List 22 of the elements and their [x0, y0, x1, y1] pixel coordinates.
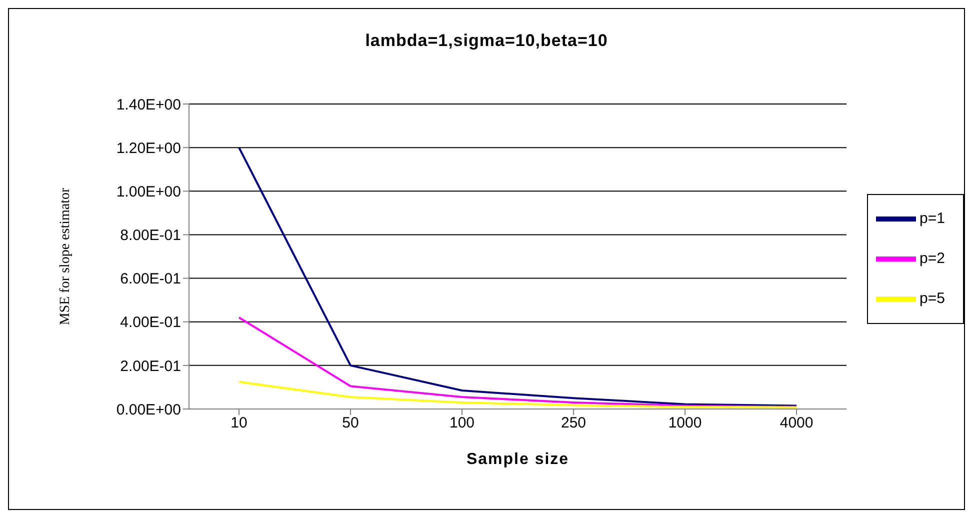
line-series	[238, 380, 798, 408]
chart-title: lambda=1,sigma=10,beta=10	[364, 31, 609, 51]
x-tick-label: 4000	[780, 414, 814, 432]
x-tick-label: 250	[561, 414, 586, 432]
line-series	[238, 146, 798, 407]
legend-label: p=2	[920, 250, 945, 267]
y-tick-label: 4.00E-01	[120, 314, 181, 332]
legend-label: p=1	[920, 210, 945, 227]
x-tick-label: 50	[342, 414, 359, 432]
y-tick-label: 2.00E-01	[120, 358, 181, 375]
y-tick-label: 1.00E+00	[116, 183, 181, 200]
y-tick-label: 0.00E+00	[116, 401, 181, 418]
y-tick-label: 1.40E+00	[116, 96, 181, 114]
x-tick-label: 1000	[668, 414, 702, 432]
x-tick-label: 100	[450, 414, 475, 432]
x-axis-title: Sample size	[466, 451, 570, 468]
y-axis-title: MSE for slope estimator	[58, 188, 73, 326]
y-tick-label: 1.20E+00	[116, 140, 181, 157]
y-tick-label: 6.00E-01	[120, 270, 181, 288]
x-tick-label: 10	[230, 414, 248, 432]
legend-label: p=5	[920, 290, 945, 307]
y-tick-label: 8.00E-01	[120, 227, 181, 244]
